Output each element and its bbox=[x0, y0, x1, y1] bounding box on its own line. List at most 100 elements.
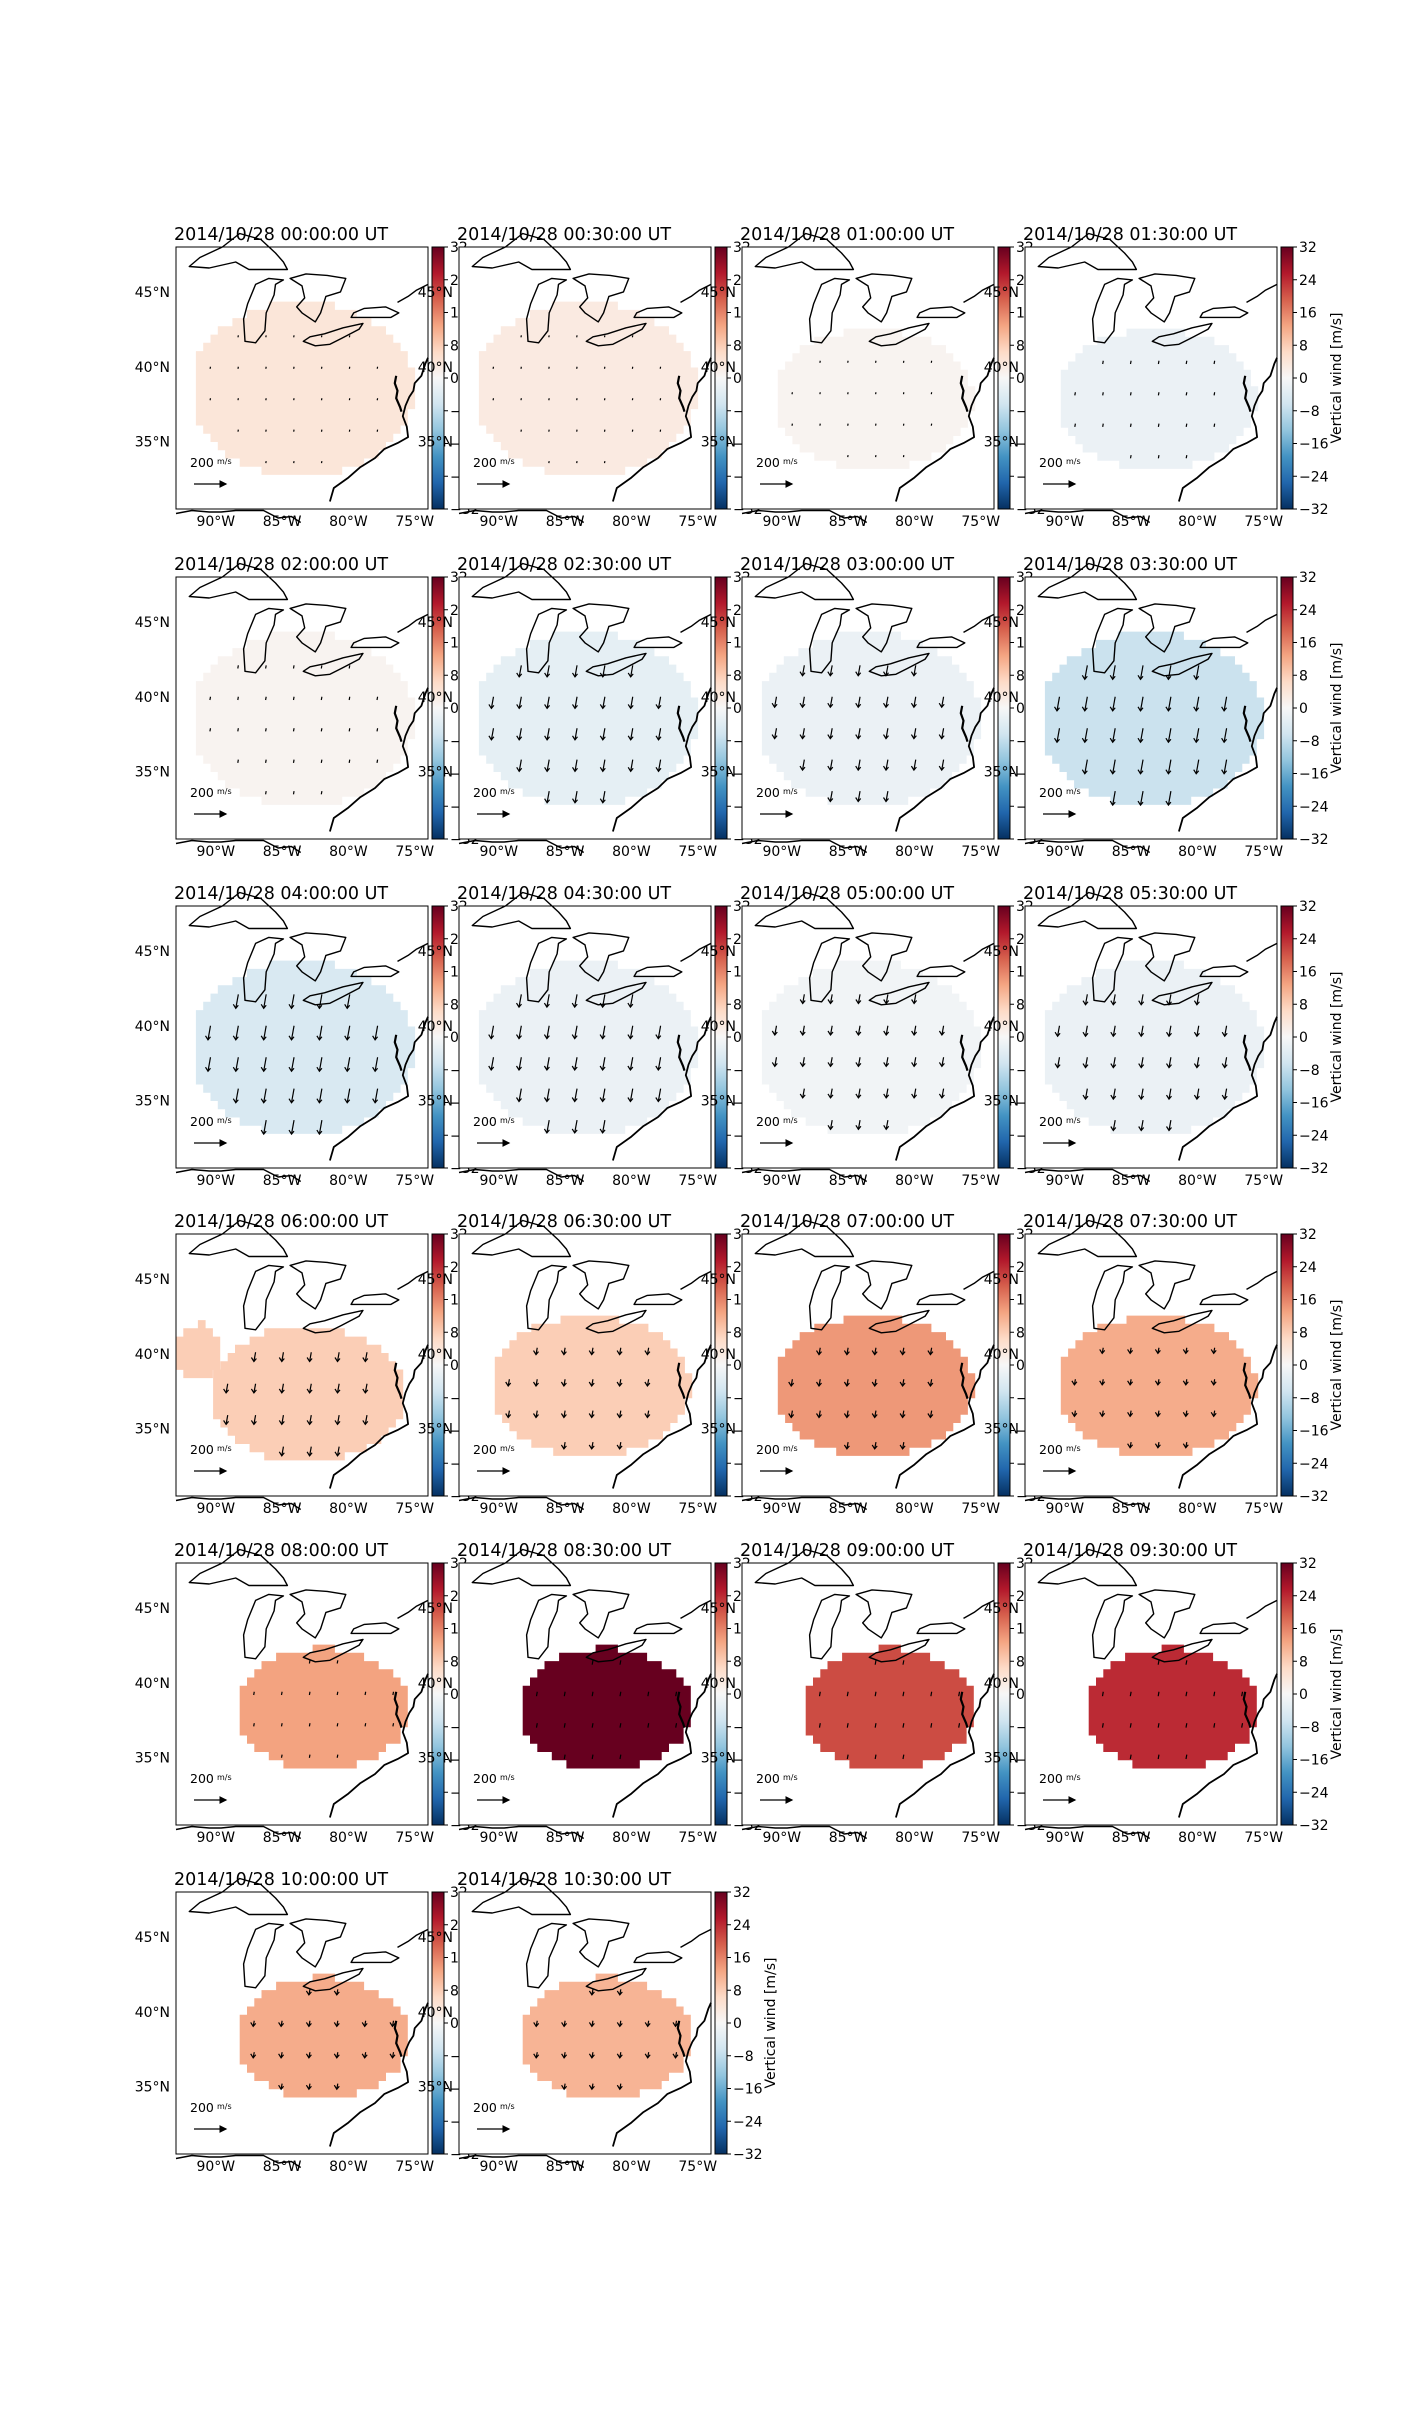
coastlines bbox=[175, 1219, 429, 1511]
latitude-label: 40°N bbox=[701, 1019, 736, 1035]
wind-arrowhead bbox=[344, 1003, 351, 1010]
colorbar-tick-label: 0 bbox=[450, 1687, 459, 1703]
wind-arrowhead bbox=[938, 1062, 945, 1068]
wind-arrow bbox=[364, 1691, 367, 1696]
wind-arrowhead bbox=[855, 1062, 862, 1068]
wind-arrow bbox=[563, 1723, 566, 1728]
wind-arrowhead bbox=[627, 1002, 634, 1009]
wind-arrows bbox=[1054, 994, 1228, 1132]
wind-arrow bbox=[647, 1691, 650, 1697]
wind-arrow bbox=[857, 994, 861, 1004]
vertical-wind-field bbox=[777, 1315, 976, 1456]
wind-arrowhead bbox=[882, 702, 889, 709]
wind-arrow bbox=[802, 994, 805, 1004]
latitude-label: 45°N bbox=[984, 944, 1019, 960]
wind-arrowhead bbox=[544, 704, 551, 710]
great-lake-outline bbox=[855, 932, 913, 982]
longitude-label: 90°W bbox=[196, 1830, 235, 1846]
wind-arrowhead bbox=[334, 1357, 341, 1363]
wind-arrowhead bbox=[1137, 800, 1144, 807]
wind-arrow bbox=[336, 1660, 339, 1664]
coastlines bbox=[741, 1548, 995, 1840]
wind-arrow bbox=[1195, 696, 1200, 711]
panel-title: 2014/10/28 10:30:00 UT bbox=[457, 1870, 671, 1890]
wind-arrow bbox=[657, 728, 662, 740]
map-frame bbox=[1024, 1233, 1278, 1497]
wind-arrow bbox=[874, 1660, 877, 1665]
wind-arrow bbox=[392, 1723, 395, 1727]
wind-arrow bbox=[774, 728, 778, 739]
vertical-wind-field bbox=[1060, 328, 1259, 469]
longitude-label: 75°W bbox=[1244, 514, 1283, 530]
quiver-key-unit: m/s bbox=[1066, 1773, 1081, 1782]
colorbar-tick-label: 24 bbox=[1299, 1260, 1317, 1276]
great-lake-outline bbox=[1151, 1309, 1213, 1334]
wind-arrow bbox=[265, 759, 267, 764]
wind-arrowhead bbox=[334, 1451, 341, 1457]
wind-arrow bbox=[1112, 728, 1116, 743]
wind-arrow bbox=[490, 1025, 495, 1039]
wind-arrow bbox=[1139, 696, 1144, 711]
colorbar-tick-label: 24 bbox=[1299, 603, 1317, 619]
wind-arrow bbox=[253, 1415, 257, 1425]
longitude-label: 80°W bbox=[612, 2159, 651, 2175]
great-lake-outline bbox=[633, 1951, 683, 1964]
chesapeake-bay bbox=[676, 1362, 686, 1400]
wind-arrowhead bbox=[1138, 1126, 1145, 1132]
longitude-label: 85°W bbox=[263, 844, 302, 860]
great-lake-outline bbox=[289, 1589, 347, 1639]
gulf-coastline bbox=[1024, 509, 1151, 524]
wind-arrow bbox=[885, 1119, 889, 1130]
wind-arrowhead bbox=[1110, 1063, 1117, 1069]
latitude-label: 35°N bbox=[135, 2080, 170, 2096]
quiver-key-unit: m/s bbox=[783, 1773, 798, 1782]
wind-arrow bbox=[1241, 1691, 1244, 1697]
panel-title: 2014/10/28 00:00:00 UT bbox=[174, 225, 388, 245]
wind-arrow bbox=[292, 696, 295, 701]
wind-arrowhead bbox=[1109, 737, 1116, 744]
latitude-label: 45°N bbox=[135, 615, 170, 631]
gulf-coastline bbox=[175, 1825, 302, 1840]
wind-arrow bbox=[818, 1691, 821, 1697]
quiver-key-label: 200 bbox=[190, 455, 214, 470]
wind-arrowhead bbox=[1154, 1349, 1161, 1355]
wind-arrow bbox=[829, 1119, 833, 1130]
wind-arrow bbox=[209, 696, 212, 701]
wind-arrow bbox=[574, 759, 578, 772]
wind-arrowhead bbox=[333, 2053, 340, 2059]
wind-arrowhead bbox=[644, 1350, 651, 1356]
wind-arrow bbox=[913, 696, 917, 708]
wind-arrow bbox=[318, 1025, 323, 1040]
wind-arrow bbox=[1167, 696, 1172, 711]
wind-arrowhead bbox=[910, 734, 917, 740]
longitude-label: 85°W bbox=[546, 844, 585, 860]
wind-arrow bbox=[1129, 1691, 1132, 1697]
wind-arrow bbox=[802, 1025, 805, 1036]
colorbar-tick-label: 32 bbox=[1299, 240, 1317, 256]
wind-arrowhead bbox=[1165, 1126, 1172, 1132]
wind-arrow bbox=[348, 665, 351, 669]
wind-arrow bbox=[574, 665, 578, 678]
longitude-label: 90°W bbox=[762, 1173, 801, 1189]
latitude-label: 35°N bbox=[418, 1751, 453, 1767]
wind-arrow bbox=[336, 1691, 339, 1696]
wind-arrowhead bbox=[1082, 1094, 1089, 1101]
wind-arrow bbox=[280, 1691, 283, 1696]
atlantic-coastline bbox=[1178, 1673, 1278, 1818]
chesapeake-bay bbox=[676, 705, 686, 743]
colorbar-tick-label: 16 bbox=[1299, 636, 1317, 652]
latitude-label: 35°N bbox=[984, 435, 1019, 451]
longitude-label: 90°W bbox=[479, 844, 518, 860]
wind-arrow bbox=[309, 1446, 312, 1456]
wind-arrowhead bbox=[571, 766, 578, 773]
wind-arrowhead bbox=[306, 1388, 313, 1394]
wind-arrow bbox=[1185, 423, 1188, 428]
colorbar-tick-label: 8 bbox=[1299, 338, 1308, 354]
wind-arrowhead bbox=[1182, 1349, 1189, 1355]
great-lake-outline bbox=[868, 1309, 930, 1334]
wind-arrowhead bbox=[288, 1129, 295, 1136]
wind-arrow bbox=[574, 696, 578, 709]
wind-arrowhead bbox=[543, 1002, 550, 1009]
chesapeake-bay bbox=[1242, 1362, 1252, 1400]
wind-arrowhead bbox=[1137, 769, 1144, 775]
